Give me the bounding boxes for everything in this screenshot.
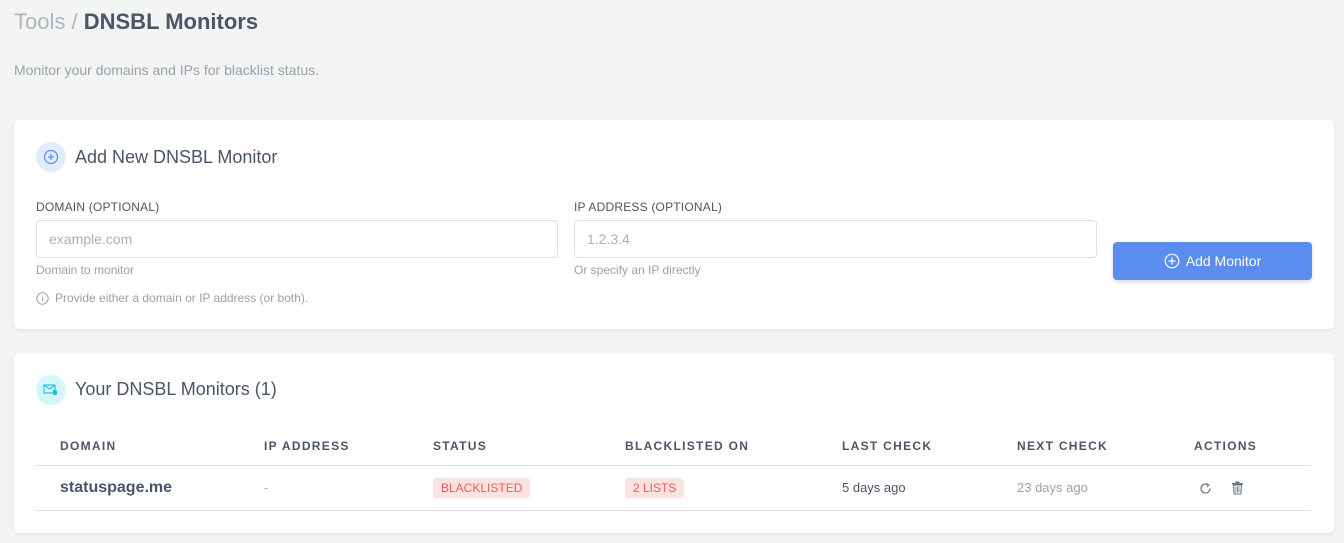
ip-label: IP ADDRESS (OPTIONAL) xyxy=(574,200,723,214)
page-title: Tools / DNSBL Monitors xyxy=(14,9,258,35)
col-blacklisted-on: BLACKLISTED ON xyxy=(625,439,750,453)
note-text: Provide either a domain or IP address (o… xyxy=(55,291,309,305)
ip-input[interactable] xyxy=(574,220,1097,258)
row-last-check: 5 days ago xyxy=(842,480,906,495)
monitors-card xyxy=(14,353,1334,533)
domain-label: DOMAIN (OPTIONAL) xyxy=(36,200,160,214)
col-status: STATUS xyxy=(433,439,488,453)
blacklisted-on-badge[interactable]: 2 LISTS xyxy=(625,478,685,498)
breadcrumb-current: DNSBL Monitors xyxy=(83,9,259,34)
row-ip: - xyxy=(264,480,269,495)
col-domain: DOMAIN xyxy=(60,439,117,453)
breadcrumb-separator: / xyxy=(71,9,78,34)
add-monitor-button[interactable]: Add Monitor xyxy=(1113,242,1312,280)
monitors-title: Your DNSBL Monitors (1) xyxy=(75,379,277,399)
status-badge: BLACKLISTED xyxy=(433,478,531,498)
refresh-icon[interactable] xyxy=(1199,482,1212,495)
trash-icon[interactable] xyxy=(1231,481,1244,495)
header-divider xyxy=(36,465,1311,466)
note: Provide either a domain or IP address (o… xyxy=(36,291,308,305)
ip-help: Or specify an IP directly xyxy=(574,263,701,277)
col-actions: ACTIONS xyxy=(1194,439,1258,453)
domain-input[interactable] xyxy=(36,220,558,258)
row-next-check: 23 days ago xyxy=(1017,480,1088,495)
breadcrumb-tools[interactable]: Tools xyxy=(14,9,66,34)
add-monitor-title: Add New DNSBL Monitor xyxy=(75,147,278,167)
info-icon xyxy=(36,291,49,305)
page-subtitle: Monitor your domains and IPs for blackli… xyxy=(14,62,320,78)
mail-shield-icon xyxy=(36,375,66,405)
add-monitor-label: Add Monitor xyxy=(1185,253,1262,269)
col-ip: IP ADDRESS xyxy=(264,439,350,453)
col-next-check: NEXT CHECK xyxy=(1017,439,1109,453)
row-domain[interactable]: statuspage.me xyxy=(60,479,173,496)
row-divider xyxy=(36,510,1311,511)
col-last-check: LAST CHECK xyxy=(842,439,933,453)
domain-help: Domain to monitor xyxy=(36,263,135,277)
plus-circle-icon xyxy=(1164,253,1180,269)
plus-circle-icon xyxy=(36,142,66,172)
